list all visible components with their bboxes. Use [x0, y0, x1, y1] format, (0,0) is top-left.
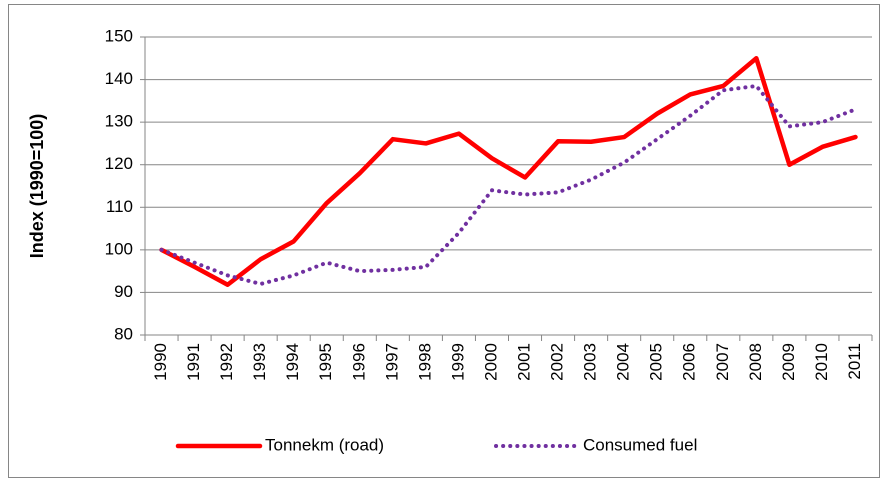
x-tick-label: 1994 — [283, 343, 302, 381]
x-tick-label: 2008 — [746, 343, 765, 381]
x-tick-label: 2000 — [481, 343, 500, 381]
x-tick-label: 1992 — [217, 343, 236, 381]
x-tick-label: 2002 — [548, 343, 567, 381]
y-axis-label: Index (1990=100) — [27, 114, 47, 259]
x-tick-label: 2001 — [515, 343, 534, 381]
y-tick-label: 120 — [105, 154, 133, 173]
y-tick-label: 150 — [105, 26, 133, 45]
x-tick-label: 2004 — [614, 343, 633, 381]
series-line — [159, 56, 858, 288]
y-tick-label: 110 — [106, 197, 133, 216]
x-tick-label: 1998 — [415, 343, 434, 381]
y-tick-label: 100 — [105, 239, 133, 258]
x-tick-label: 2006 — [680, 343, 699, 381]
x-tick-label: 2010 — [812, 343, 831, 381]
x-tick-label: 1991 — [184, 343, 203, 381]
x-tick-label: 2009 — [779, 343, 798, 381]
y-tick-label: 80 — [114, 324, 133, 343]
series-line — [159, 83, 858, 286]
x-tick-label: 1993 — [250, 343, 269, 381]
x-tick-label: 1997 — [382, 343, 401, 381]
x-tick-label: 2003 — [581, 343, 600, 381]
x-tick-label: 1995 — [316, 343, 335, 381]
y-tick-label: 90 — [114, 282, 133, 301]
x-tick-label: 1990 — [151, 343, 170, 381]
chart-border — [8, 4, 880, 478]
y-tick-label: 130 — [105, 112, 133, 131]
x-tick-label: 1996 — [349, 343, 368, 381]
y-tick-label: 140 — [105, 69, 133, 88]
x-tick-label: 2011 — [845, 343, 864, 380]
x-tick-label: 2005 — [647, 343, 666, 381]
legend-label: Consumed fuel — [583, 435, 697, 454]
x-tick-label: 1999 — [448, 343, 467, 381]
legend-label: Tonnekm (road) — [265, 435, 384, 454]
x-tick-label: 2007 — [713, 343, 732, 381]
